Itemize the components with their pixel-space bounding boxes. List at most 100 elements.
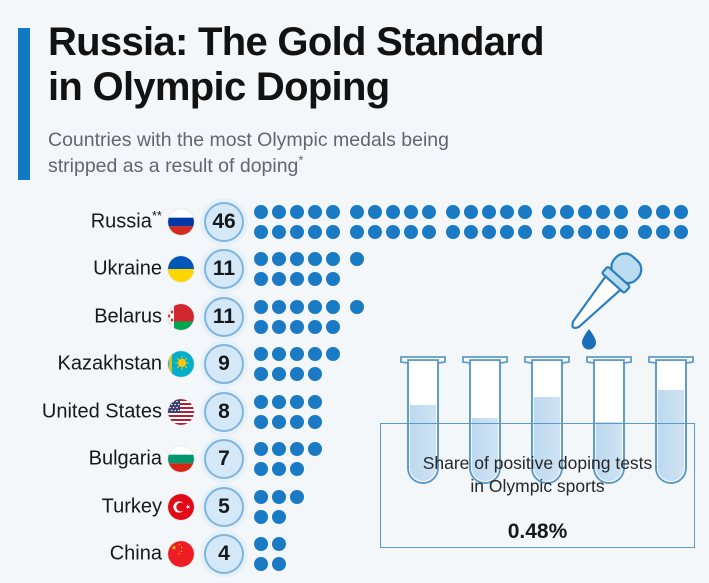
medal-dot — [254, 414, 268, 429]
stat-caption-line-1: Share of positive doping tests — [422, 453, 653, 473]
stat-panel-value: 0.48% — [507, 520, 568, 543]
droplet-icon — [582, 329, 596, 350]
test-tubes-group — [400, 356, 694, 484]
pipette-icon — [571, 252, 643, 350]
medal-dot — [272, 557, 286, 572]
medal-dot — [272, 489, 286, 504]
medal-count-badge: 4 — [204, 534, 244, 575]
medal-dot — [482, 224, 496, 239]
medal-dot — [308, 272, 322, 287]
medal-dot — [464, 204, 478, 219]
medal-dot — [254, 272, 268, 287]
country-label: United States — [42, 400, 162, 423]
country-label-wrap: China — [0, 531, 162, 579]
medal-dot — [272, 367, 286, 382]
medal-dot — [326, 224, 340, 239]
medal-dot — [254, 557, 268, 572]
medal-dot — [308, 414, 322, 429]
medal-dot — [272, 204, 286, 219]
medal-dot — [254, 204, 268, 219]
flag-kazakhstan-icon — [168, 351, 194, 378]
country-label: China — [110, 543, 162, 566]
flag-turkey-icon — [168, 493, 194, 520]
dot-grid — [254, 297, 694, 337]
page-title: Russia: The Gold Standard in Olympic Dop… — [48, 20, 668, 110]
medal-dot — [614, 204, 628, 219]
medal-dot — [290, 347, 304, 362]
country-row: Bulgaria 7 — [0, 436, 709, 484]
medal-dot — [350, 224, 364, 239]
medal-dot — [560, 204, 574, 219]
page-title-line-2: in Olympic Doping — [48, 64, 390, 109]
medal-dot — [272, 414, 286, 429]
country-label-wrap: Turkey — [0, 483, 162, 531]
medal-dot — [254, 347, 268, 362]
medal-count-badge: 7 — [204, 439, 244, 480]
medal-dot — [638, 224, 652, 239]
country-row: Ukraine 11 — [0, 246, 709, 294]
medal-dot — [254, 252, 268, 267]
dot-grid — [254, 439, 694, 479]
medal-dot — [542, 204, 556, 219]
country-row: United States 8 — [0, 388, 709, 436]
country-label-wrap: Bulgaria — [0, 436, 162, 484]
medal-dot — [254, 509, 268, 524]
dot-grid — [254, 392, 694, 432]
medal-dot — [272, 272, 286, 287]
dot-grid — [254, 344, 694, 384]
medal-dot — [656, 204, 670, 219]
medal-dot — [326, 252, 340, 267]
test-tube-3 — [524, 356, 570, 484]
country-label-wrap: Ukraine — [0, 246, 162, 294]
country-name: Ukraine — [93, 257, 162, 280]
medal-dot — [518, 224, 532, 239]
medal-dot — [290, 224, 304, 239]
medal-dot — [404, 204, 418, 219]
medal-dot — [308, 367, 322, 382]
country-label: Kazakhstan — [57, 353, 162, 376]
medal-dot — [404, 224, 418, 239]
medal-dot — [254, 299, 268, 314]
medal-dot — [446, 204, 460, 219]
medal-dot — [518, 204, 532, 219]
medal-dot — [656, 224, 670, 239]
stat-panel — [380, 423, 695, 548]
country-label-wrap: Belarus — [0, 293, 162, 341]
medal-dot — [308, 319, 322, 334]
country-label: Russia** — [91, 207, 162, 233]
page-title-line-1: Russia: The Gold Standard — [48, 20, 545, 64]
page-subtitle-line-2-text: stripped as a result of doping — [48, 154, 299, 177]
medal-dot — [290, 252, 304, 267]
medal-dot — [290, 367, 304, 382]
medal-dot — [272, 442, 286, 457]
test-tube-5 — [648, 356, 694, 484]
medal-dot — [272, 299, 286, 314]
medal-count-badge: 5 — [204, 486, 244, 527]
medal-dot — [326, 272, 340, 287]
medal-dot — [542, 224, 556, 239]
medal-dot — [368, 204, 382, 219]
medal-dot — [254, 462, 268, 477]
country-label: Turkey — [102, 495, 162, 518]
flag-united-states-icon — [168, 398, 194, 425]
medal-dot — [596, 224, 610, 239]
country-name: China — [109, 542, 162, 565]
country-footnote-marker: ** — [151, 207, 162, 223]
country-name: Turkey — [101, 495, 162, 518]
doping-illustration: Share of positive doping tests in Olympi… — [380, 250, 709, 583]
medal-dot — [254, 537, 268, 552]
medal-dot — [272, 537, 286, 552]
page-subtitle-line-2: stripped as a result of doping* — [48, 153, 628, 180]
medal-count-badge: 11 — [204, 249, 244, 290]
medal-dot — [272, 224, 286, 239]
medal-dot — [422, 204, 436, 219]
accent-bar — [18, 28, 30, 180]
medal-dot — [308, 299, 322, 314]
country-label: Bulgaria — [89, 448, 162, 471]
medal-dot — [254, 442, 268, 457]
medal-dot — [254, 394, 268, 409]
country-name: Bulgaria — [88, 447, 162, 470]
medal-dot — [326, 204, 340, 219]
page-subtitle-line-1: Countries with the most Olympic medals b… — [48, 129, 449, 151]
medal-dot — [290, 489, 304, 504]
